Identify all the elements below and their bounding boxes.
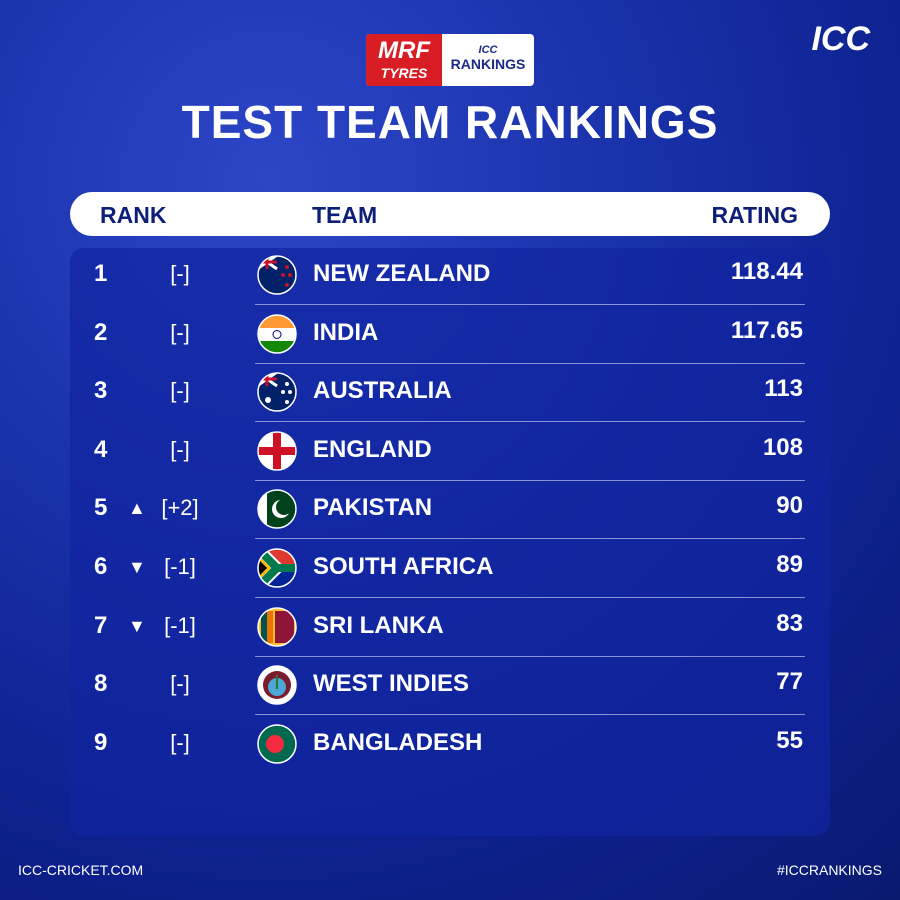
row-separator: [255, 421, 805, 423]
trend-arrow: ▼: [128, 557, 146, 577]
team-header: TEAM: [312, 202, 378, 228]
flag: [257, 665, 297, 705]
team: AUSTRALIA: [313, 377, 452, 405]
rank: 7: [94, 611, 108, 639]
table-panel: [70, 248, 830, 836]
rank-change: [-]: [170, 319, 190, 345]
rating: 89: [776, 551, 803, 578]
rank: 4: [94, 435, 108, 463]
rank-change: [-]: [170, 671, 190, 697]
table-header: RANK TEAM RATING: [70, 192, 830, 236]
team: SRI LANKA: [313, 611, 444, 639]
mrf-block: MRF TYRES: [366, 34, 442, 86]
row-separator: [255, 655, 805, 657]
flag: [257, 548, 297, 588]
sponsor-brand: MRF: [378, 37, 430, 64]
row-separator: [255, 714, 805, 716]
sponsor-logo: MRF TYRES ICC RANKINGS: [366, 34, 534, 86]
rank: 6: [94, 553, 108, 580]
title: TEST TEAM RANKINGS: [181, 96, 719, 148]
team: WEST INDIES: [313, 670, 470, 698]
rank: 8: [94, 670, 108, 698]
rank: 2: [94, 318, 108, 346]
rating: 113: [764, 375, 803, 403]
rank-change: [-1]: [164, 612, 196, 638]
badge-top: ICC: [478, 44, 498, 56]
team: PAKISTAN: [313, 494, 433, 522]
rankings-badge: ICC RANKINGS: [446, 38, 530, 82]
rank-change: [-]: [170, 261, 190, 286]
sponsor-sub: TYRES: [380, 65, 428, 81]
rank: 3: [94, 377, 108, 405]
rank-change: [-1]: [164, 554, 196, 579]
rank: 9: [94, 728, 108, 756]
rating: 90: [776, 492, 803, 520]
row-separator: [255, 479, 805, 481]
team: ENGLAND: [313, 435, 432, 463]
team: NEW ZEALAND: [313, 260, 491, 287]
team: INDIA: [313, 318, 379, 346]
rank-change: [+2]: [161, 495, 199, 521]
row-separator: [255, 362, 805, 364]
rating: 55: [776, 726, 803, 754]
rank-change: [-]: [170, 378, 190, 404]
footer-left: ICC-CRICKET.COM: [18, 862, 144, 878]
rating: 108: [762, 433, 803, 461]
flag: [257, 724, 297, 764]
rating-header: RATING: [711, 202, 798, 228]
trend-arrow: ▼: [128, 615, 146, 636]
rating: 77: [776, 668, 803, 696]
rank: 5: [94, 494, 108, 522]
rank: 1: [94, 260, 108, 287]
flag: [257, 255, 297, 295]
row-separator: [255, 538, 805, 540]
rank-change: [-]: [170, 436, 190, 462]
flag: [257, 431, 297, 471]
flag: [257, 489, 297, 530]
team: BANGLADESH: [313, 728, 483, 756]
trend-arrow: ▲: [128, 498, 146, 519]
icc-logo: ICC: [811, 20, 870, 58]
rating: 83: [776, 609, 803, 637]
flag: [257, 372, 297, 412]
rating: 117.65: [730, 316, 803, 344]
row-separator: [255, 597, 805, 598]
badge-main: RANKINGS: [450, 56, 526, 72]
flag: [257, 606, 297, 647]
rating: 118.44: [730, 258, 803, 285]
row-separator: [255, 304, 805, 305]
rank-change: [-]: [170, 729, 190, 755]
footer-right: #ICCRANKINGS: [776, 862, 882, 878]
team: SOUTH AFRICA: [313, 553, 494, 580]
flag: [257, 313, 297, 354]
rank-header: RANK: [100, 202, 167, 228]
